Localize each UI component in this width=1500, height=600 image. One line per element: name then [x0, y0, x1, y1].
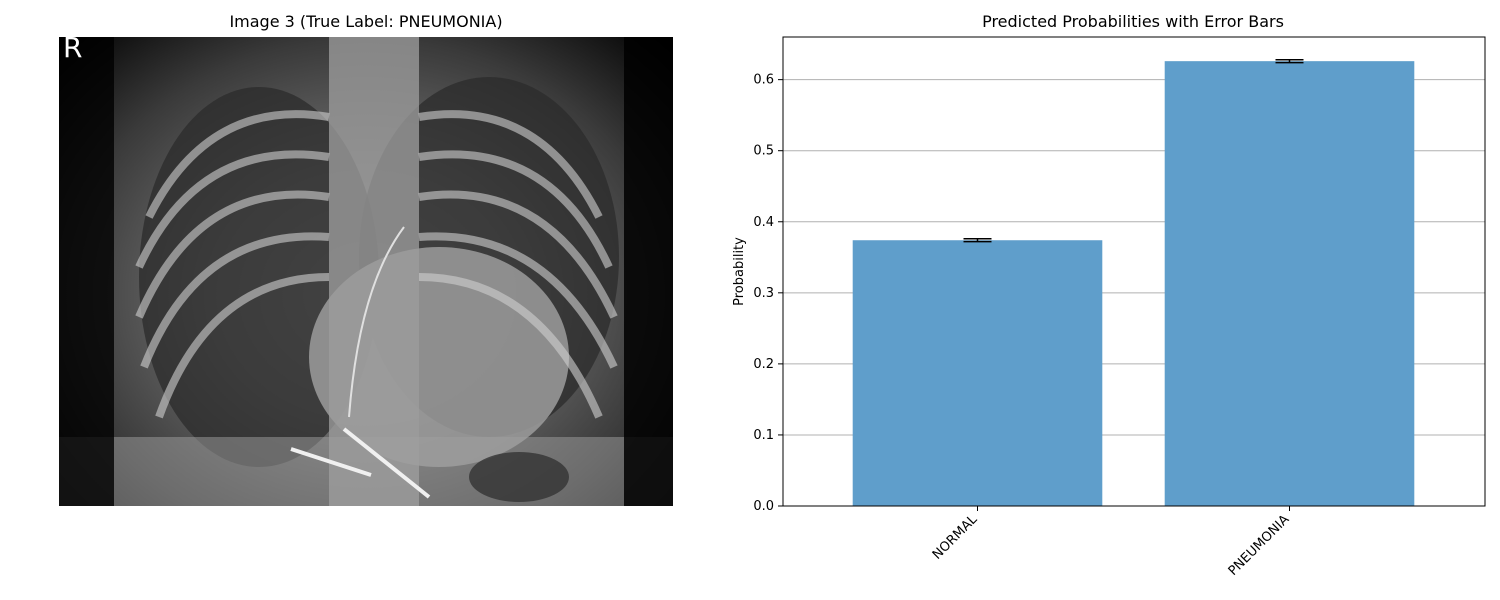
orientation-marker: R: [63, 37, 83, 64]
y-tick-label: 0.1: [753, 428, 774, 443]
y-tick-label: 0.6: [753, 73, 774, 88]
y-tick-label: 0.3: [753, 286, 774, 301]
wire: [348, 226, 405, 418]
left-border: [59, 37, 114, 506]
y-axis-label: Probability: [732, 237, 747, 306]
gastric-bubble: [469, 452, 569, 502]
xray-title: Image 3 (True Label: PNEUMONIA): [229, 12, 503, 31]
tube: [290, 447, 372, 477]
y-tick-label: 0.2: [753, 357, 774, 372]
x-tick-label: PNEUMONIA: [1226, 512, 1293, 579]
y-tick-label: 0.0: [753, 499, 774, 514]
y-tick-label: 0.5: [753, 144, 774, 159]
xray-rendering: [59, 37, 673, 506]
bar: [1164, 61, 1415, 506]
chart-title: Predicted Probabilities with Error Bars: [982, 12, 1284, 31]
tube: [342, 427, 431, 499]
plot-frame: [782, 36, 1486, 507]
ribs: [135, 110, 618, 419]
y-tick-label: 0.4: [753, 215, 774, 230]
bar: [852, 240, 1103, 506]
right-border: [624, 37, 673, 506]
xray-image: R: [59, 37, 673, 506]
x-tick-label: NORMAL: [930, 512, 981, 563]
